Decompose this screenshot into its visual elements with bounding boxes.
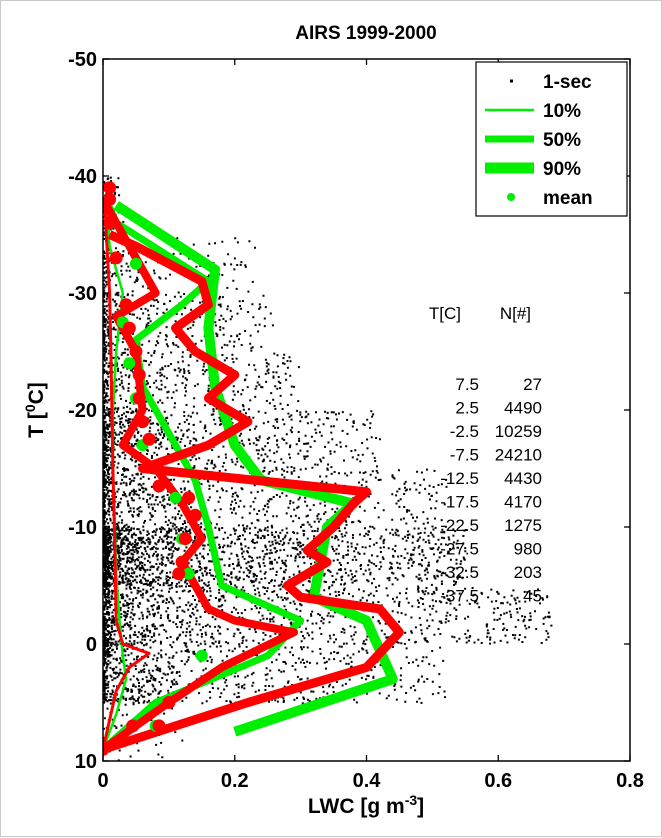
legend-label: 90% <box>543 159 581 180</box>
table-header-t: T[C] <box>429 304 461 323</box>
x-axis-label-end: ] <box>417 795 424 818</box>
chart-title: AIRS 1999-2000 <box>295 23 437 44</box>
table-cell-t: 2.5 <box>455 399 479 418</box>
mean-marker-red <box>182 491 196 505</box>
mean-marker-red <box>119 298 133 312</box>
mean-marker-red <box>152 719 166 733</box>
mean-marker-red <box>142 432 156 446</box>
x-tick-label: 0.6 <box>484 770 512 792</box>
y-tick-label: 10 <box>75 751 97 773</box>
table-cell-n: 203 <box>514 563 542 582</box>
mean-marker-red <box>109 251 123 265</box>
legend-swatch-dot <box>510 79 513 83</box>
series-red-50 <box>103 197 298 753</box>
table-cell-t: -17.5 <box>440 493 479 512</box>
y-tick-label: -50 <box>68 49 97 71</box>
x-axis-label: LWC [g m-3] <box>308 792 424 818</box>
mean-marker-green <box>195 649 208 662</box>
y-axis-label-sup: 0 <box>22 404 38 412</box>
x-tick-label: 0 <box>97 770 108 792</box>
table-cell-n: 45 <box>523 587 542 606</box>
table-cell-t: -37.5 <box>440 587 479 606</box>
mean-markers <box>103 181 208 756</box>
mean-marker-red <box>126 719 140 733</box>
y-axis-label-main: T [ <box>25 412 48 438</box>
mean-marker-green <box>129 257 142 270</box>
mean-marker-red <box>132 391 146 405</box>
mean-marker-red <box>103 742 110 756</box>
y-tick-label: -10 <box>68 517 97 539</box>
scatter-1sec-points <box>103 176 553 761</box>
table-cell-n: 27 <box>523 375 542 394</box>
y-tick-label: -30 <box>68 283 97 305</box>
table-cell-t: -7.5 <box>450 446 479 465</box>
table-cell-n: 1275 <box>504 516 542 535</box>
table-cell-t: -32.5 <box>440 563 479 582</box>
mean-marker-red <box>103 216 117 230</box>
mean-marker-red <box>175 555 189 569</box>
y-tick-label: 0 <box>86 634 97 656</box>
mean-marker-green <box>169 491 182 504</box>
x-axis: 0 0.2 0.4 0.6 0.8 <box>97 59 644 792</box>
mean-marker-green <box>123 357 136 370</box>
legend: 1-sec 10% 50% 90% mean <box>475 61 628 217</box>
table-cell-n: 10259 <box>495 422 542 441</box>
x-axis-label-main: LWC [g m <box>308 795 405 818</box>
y-axis: 10 0 -10 -20 -30 -40 -50 <box>68 49 630 773</box>
scatter-1sec <box>103 176 553 761</box>
counts-table: T[C] N[#] 7.5 27 2.5 4490 -2.5 10259 -7.5 24210… <box>429 304 542 606</box>
table-cell-n: 4490 <box>504 399 542 418</box>
legend-label: mean <box>543 188 593 209</box>
table-cell-n: 4170 <box>504 493 542 512</box>
legend-label: 50% <box>543 130 581 151</box>
x-tick-label: 0.2 <box>221 770 249 792</box>
table-cell-n: 980 <box>514 540 542 559</box>
x-axis-label-sup: -3 <box>405 792 418 808</box>
mean-marker-red <box>132 368 146 382</box>
mean-marker-red <box>162 696 176 709</box>
table-cell-t: -2.5 <box>450 422 479 441</box>
mean-marker-red <box>103 192 117 206</box>
legend-label: 10% <box>543 101 581 122</box>
series-red-90 <box>103 230 404 754</box>
y-tick-label: -20 <box>68 400 97 422</box>
series-red-10 <box>103 199 151 750</box>
table-cell-n: 4430 <box>504 469 542 488</box>
y-axis-label-end: C] <box>25 382 48 404</box>
mean-marker-red <box>103 181 117 195</box>
table-cell-n: 24210 <box>495 446 542 465</box>
series-green-90 <box>113 201 398 737</box>
mean-marker-red <box>122 321 136 335</box>
table-cell-t: 7.5 <box>455 375 479 394</box>
table-cell-t: -12.5 <box>440 469 479 488</box>
mean-marker-red <box>152 479 166 493</box>
legend-label: 1-sec <box>543 72 592 93</box>
mean-marker-red <box>136 415 150 429</box>
mean-marker-green <box>182 567 195 580</box>
y-tick-label: -40 <box>68 166 97 188</box>
percentile-lines <box>103 197 404 754</box>
mean-marker-red <box>188 508 202 522</box>
y-axis-label: T [0C] <box>22 382 48 438</box>
mean-marker-red <box>129 345 143 358</box>
table-header-n: N[#] <box>500 304 531 323</box>
mean-marker-red <box>172 567 186 581</box>
table-cell-t: -22.5 <box>440 516 479 535</box>
x-tick-label: 0.8 <box>616 770 644 792</box>
x-tick-label: 0.4 <box>353 770 382 792</box>
table-cell-t: -27.5 <box>440 540 479 559</box>
plot-area <box>103 176 553 761</box>
mean-marker-red <box>178 532 192 546</box>
legend-swatch-marker <box>507 193 515 201</box>
